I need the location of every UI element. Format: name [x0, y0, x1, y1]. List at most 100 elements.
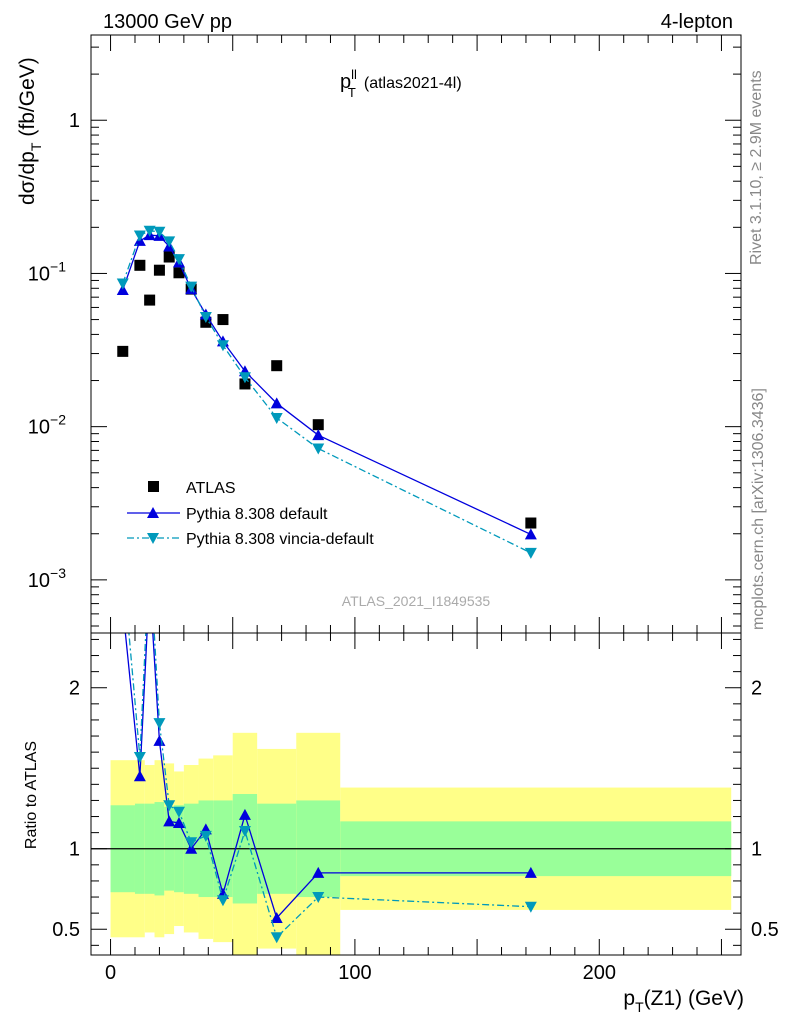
main-y-label-unit: (fb/GeV)	[16, 57, 39, 136]
ratio-default-point	[117, 601, 129, 612]
x-tick-label: 100	[338, 962, 371, 984]
legend-vincia-label: Pythia 8.308 vincia-default	[186, 531, 374, 548]
x-label-rest: (Z1) (GeV)	[644, 987, 744, 1010]
main-y-axis-label: dσ/dpT (fb/GeV)	[16, 57, 44, 205]
ratio-vincia-point	[524, 901, 537, 913]
analysis-tag: ATLAS_2021_I1849535	[342, 593, 491, 609]
pythia-vincia-point	[238, 372, 251, 384]
header-right: 4-lepton	[661, 11, 733, 33]
pythia-vincia-point	[172, 254, 185, 266]
main-y-tick-label: 10−3	[28, 565, 66, 592]
ratio-vincia-point	[117, 559, 129, 570]
atlas-data-point	[217, 314, 229, 326]
atlas-data-point	[173, 267, 185, 279]
ratio-y-tick-label-right: 0.5	[751, 919, 779, 941]
legend-item-pythia-default: Pythia 8.308 default	[127, 506, 328, 523]
header-left: 13000 GeV pp	[103, 11, 232, 33]
rivet-version-label: Rivet 3.1.10, ≥ 2.9M events	[748, 70, 765, 265]
series-line-pythia-vincia	[122, 230, 532, 554]
pythia-default-point	[270, 397, 283, 409]
main-panel: 10−310−210−11 pll T(atlas2021-4l) dσ/dpT(…	[16, 34, 742, 634]
pythia-default-point	[312, 429, 325, 441]
ratio-vincia-point	[144, 548, 156, 559]
pythia-vincia-point	[524, 547, 537, 559]
atlas-data-point	[163, 251, 175, 263]
panel-title-sup: ll	[351, 67, 357, 82]
pythia-default-point	[524, 528, 537, 540]
ratio-default-point	[144, 575, 156, 586]
legend: ATLAS Pythia 8.308 default Pythia 8.308 …	[127, 480, 374, 548]
atlas-data-point	[271, 360, 283, 372]
ratio-y-tick-label-right: 1	[751, 839, 762, 861]
ratio-series	[117, 548, 537, 944]
x-label-main: p	[623, 987, 635, 1010]
series-line-pythia-default	[122, 234, 532, 536]
panel-title-main: p	[340, 71, 351, 93]
ratio-x-ticks: 0 100 200	[105, 633, 722, 984]
ratio-vincia-point	[172, 806, 185, 818]
pythia-vincia-point	[216, 340, 229, 352]
ratio-default-point	[524, 866, 537, 878]
ratio-y-ticks: 0.5 0.5 1 1 2 2	[52, 638, 779, 946]
ratio-default-point	[270, 911, 283, 923]
panel-title-sub: T	[348, 85, 356, 100]
ratio-y-tick-label-left: 1	[69, 839, 80, 861]
x-tick-label: 200	[583, 962, 616, 984]
main-y-tick-label: 10−2	[28, 412, 66, 439]
atlas-data-point	[144, 294, 156, 306]
main-y-label-main: dσ/dp	[16, 151, 39, 205]
ratio-default-point	[163, 815, 176, 827]
main-series	[116, 225, 537, 559]
ratio-y-tick-label-left: 0.5	[52, 919, 80, 941]
ratio-y-axis-label: Ratio to ATLAS	[23, 741, 40, 849]
ratio-vincia-point	[133, 751, 146, 763]
ratio-y-tick-label-left: 2	[69, 678, 80, 700]
ratio-vincia-point	[185, 837, 198, 849]
main-y-tick-label: 10−1	[28, 258, 66, 285]
ratio-frame	[90, 632, 742, 956]
legend-item-atlas: ATLAS	[148, 480, 236, 497]
atlas-data-point	[525, 517, 537, 529]
ratio-panel: 0.5 0.5 1 1 2 2 0 100 200 Ratio to ATLAS pT(Z1)…	[23, 548, 779, 1015]
pythia-vincia-point	[199, 311, 212, 323]
ratio-vincia-point	[163, 800, 176, 812]
main-y-tick-labels: 10−3 10−2 10−1 1	[28, 110, 80, 592]
legend-item-pythia-vincia: Pythia 8.308 vincia-default	[127, 531, 374, 548]
atlas-data-point	[312, 419, 324, 431]
pythia-vincia-point	[153, 226, 166, 238]
panel-title: pll T (atlas2021-4l)	[340, 67, 462, 100]
x-tick-label: 0	[105, 962, 116, 984]
main-y-ticks	[91, 46, 741, 627]
panel-title-rest: (atlas2021-4l)	[364, 75, 462, 92]
legend-vincia-marker	[147, 533, 159, 544]
ratio-vincia-point	[270, 932, 283, 944]
pythia-vincia-point	[270, 412, 283, 424]
ratio-vincia-point	[238, 826, 251, 838]
ratio-y-tick-label-right: 2	[751, 678, 762, 700]
atlas-data-point	[134, 259, 146, 271]
main-y-label-sub: T	[28, 142, 44, 151]
ratio-vincia-point	[312, 892, 325, 904]
legend-default-label: Pythia 8.308 default	[186, 506, 328, 523]
ratio-default-point	[133, 770, 146, 782]
mcplots-label: mcplots.cern.ch [arXiv:1306.3436]	[750, 388, 767, 630]
x-label-sub: T	[635, 999, 644, 1015]
pythia-vincia-point	[116, 278, 129, 290]
ratio-default-point	[312, 866, 325, 878]
pythia-vincia-point	[185, 281, 198, 293]
pythia-vincia-point	[133, 230, 146, 242]
ratio-vincia-point	[153, 718, 166, 730]
ratio-vincia-point	[216, 895, 229, 907]
pythia-vincia-point	[163, 236, 176, 248]
legend-atlas-label: ATLAS	[186, 480, 236, 497]
main-x-ticks	[110, 35, 722, 633]
legend-default-marker	[147, 507, 159, 518]
ratio-vincia-point	[199, 830, 212, 842]
pythia-vincia-point	[312, 443, 325, 455]
atlas-data-point	[117, 345, 129, 357]
ratio-default-point	[153, 734, 166, 746]
atlas-data-point	[153, 264, 165, 276]
ratio-default-point	[238, 808, 251, 820]
x-axis-label: pT(Z1) (GeV)	[623, 987, 744, 1015]
